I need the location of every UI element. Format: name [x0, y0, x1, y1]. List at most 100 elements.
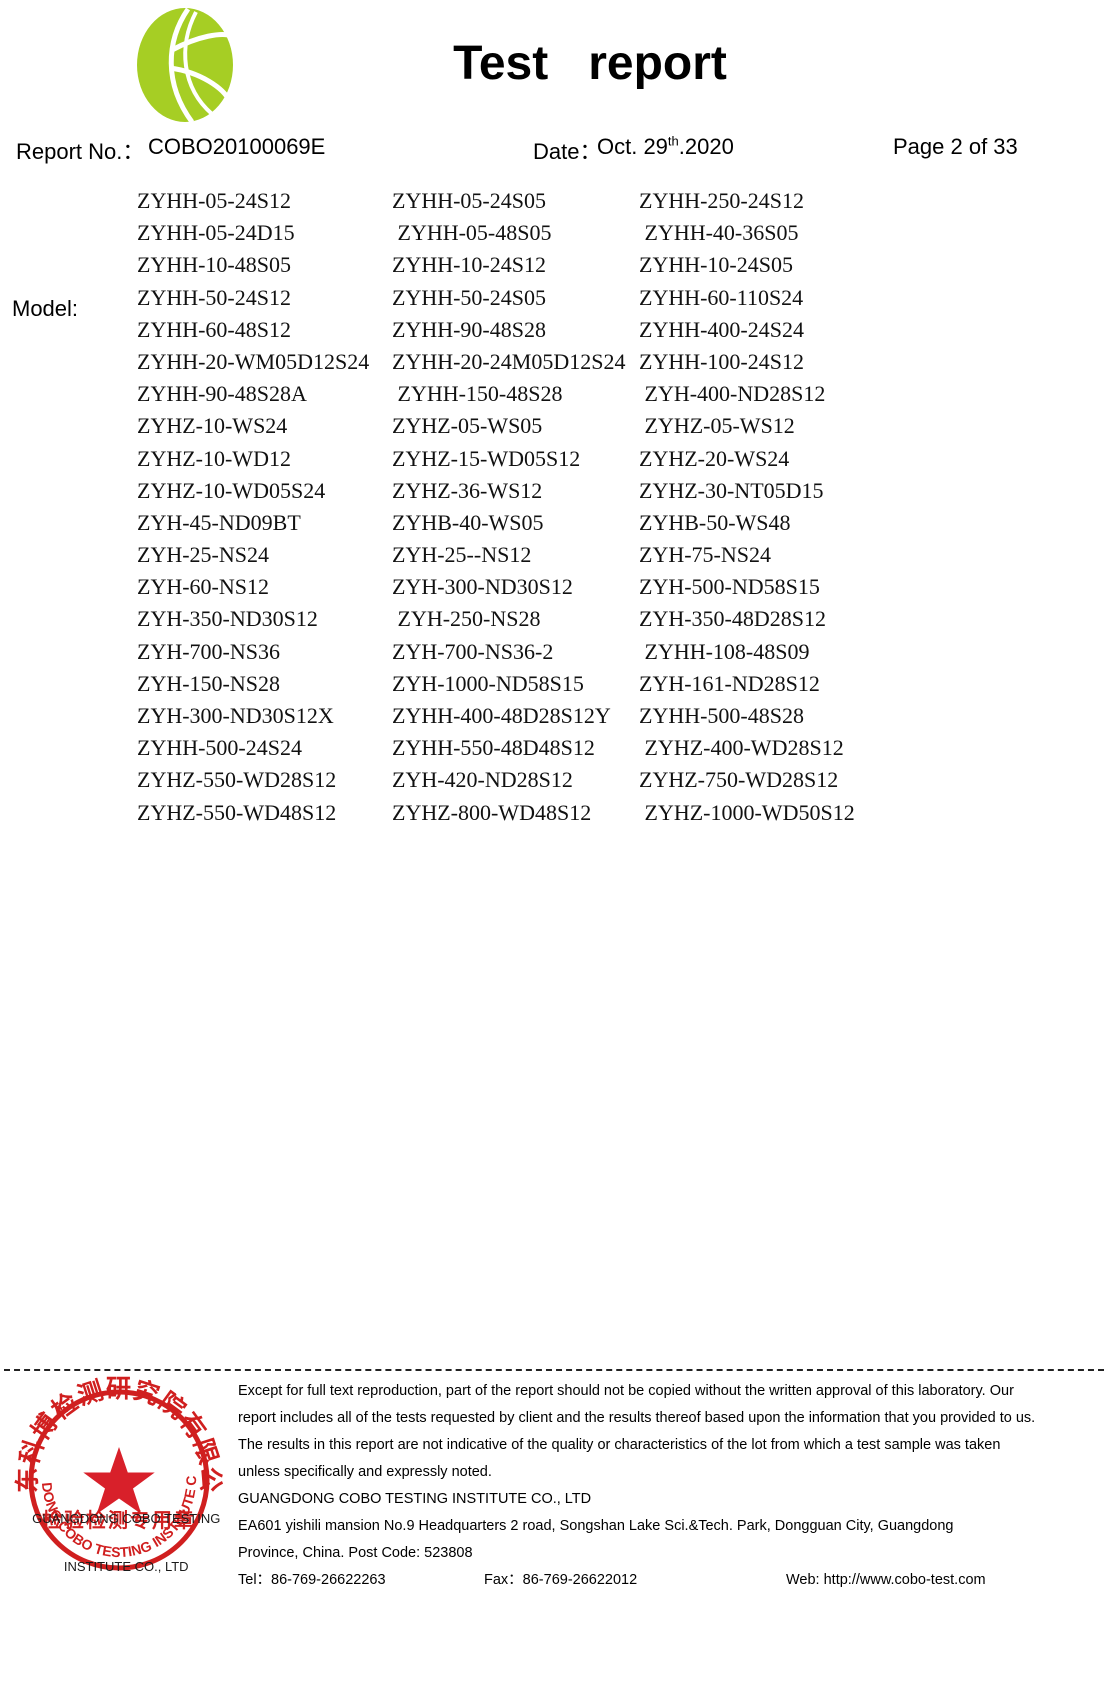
model-code: ZYHH-50-24S12 — [137, 284, 291, 310]
model-row: ZYH-25-NS24 ZYH-25--NS12 ZYH-75-NS24 — [0, 540, 1116, 572]
model-code: ZYHH-10-24S12 — [392, 252, 546, 278]
page-title: Test report — [453, 37, 727, 90]
date-year: .2020 — [678, 134, 734, 159]
model-code: ZYH-1000-ND58S15 — [392, 670, 584, 696]
model-code: ZYH-161-ND28S12 — [639, 670, 820, 696]
footer-address-line: EA601 yishili mansion No.9 Headquarters … — [238, 1518, 954, 1534]
footer-divider — [4, 1369, 1104, 1371]
disclaimer-line: unless specifically and expressly noted. — [238, 1464, 492, 1480]
model-code: ZYHZ-10-WD05S24 — [137, 477, 326, 503]
model-code: ZYHH-05-24D15 — [137, 220, 295, 246]
date-value: Oct. 29th.2020 — [597, 134, 734, 160]
model-code: ZYHZ-10-WS24 — [137, 413, 288, 439]
date-month-day: Oct. 29 — [597, 134, 668, 159]
footer-fax: Fax：86-769-26622012 — [484, 1572, 638, 1588]
model-code: ZYHZ-36-WS12 — [392, 477, 543, 503]
disclaimer-line: The results in this report are not indic… — [238, 1437, 1001, 1453]
model-row: ZYHZ-10-WS24 ZYHZ-05-WS05 ZYHZ-05-WS12 — [0, 411, 1116, 443]
model-code: ZYHH-500-48S28 — [639, 703, 804, 728]
model-code: ZYHZ-400-WD28S12 — [639, 735, 844, 761]
model-row: ZYHH-05-24D15 ZYHH-05-48S05 ZYHH-40-36S0… — [0, 218, 1116, 250]
model-code: ZYH-250-NS28 — [392, 606, 541, 632]
model-code: ZYHH-400-24S24 — [639, 316, 804, 342]
model-code: ZYH-700-NS36 — [137, 638, 280, 664]
model-code: ZYHH-50-24S05 — [392, 284, 546, 310]
model-code: ZYHH-90-48S28A — [137, 381, 307, 407]
official-red-seal-icon: 广东科博检测研究院有限公司 GUANGDONG COBO TESTING INS… — [14, 1375, 224, 1585]
svg-text:检验检测专用章: 检验检测专用章 — [42, 1508, 196, 1532]
model-code: ZYHZ-10-WD12 — [137, 445, 291, 471]
model-code: ZYHH-60-110S24 — [639, 284, 804, 310]
model-row: ZYHH-50-24S12 ZYHH-50-24S05 ZYHH-60-110S24 — [0, 283, 1116, 315]
model-code: ZYHZ-750-WD28S12 — [639, 767, 839, 793]
report-no-value: COBO20100069E — [148, 134, 326, 159]
footer-text-block: Except for full text reproduction, part … — [238, 1378, 1100, 1594]
model-row: ZYHH-10-48S05 ZYHH-10-24S12 ZYHH-10-24S05 — [0, 250, 1116, 282]
model-row: ZYHH-20-WM05D12S24 ZYHH-20-24M05D12S24 ZYH… — [0, 347, 1116, 379]
model-code: ZYHZ-20-WS24 — [639, 445, 790, 471]
model-code: ZYHH-10-24S05 — [639, 252, 793, 278]
model-code: ZYHH-108-48S09 — [639, 638, 810, 664]
model-row: ZYHH-60-48S12 ZYHH-90-48S28 ZYHH-400-24S24 — [0, 315, 1116, 347]
model-code: ZYHZ-15-WD05S12 — [392, 445, 581, 471]
model-code: ZYH-300-ND30S12 — [392, 574, 573, 600]
model-code: ZYH-300-ND30S12X — [137, 703, 334, 728]
model-list-grid: ZYHH-05-24S12 ZYHH-05-24S05 ZYHH-250-24S12… — [0, 186, 1116, 830]
model-row: ZYH-350-ND30S12 ZYH-250-NS28 ZYH-350-48D2… — [0, 604, 1116, 636]
model-code: ZYHH-10-48S05 — [137, 252, 291, 278]
model-code: ZYHH-05-24S12 — [137, 188, 291, 213]
model-label: Model: — [12, 296, 79, 321]
model-code: ZYH-350-ND30S12 — [137, 606, 318, 632]
report-no-label: Report No.： — [16, 139, 145, 164]
model-code: ZYHH-05-24S05 — [392, 188, 546, 213]
model-code: ZYH-400-ND28S12 — [639, 381, 826, 407]
model-row: ZYHH-500-24S24 ZYHH-550-48D48S12 ZYHZ-400… — [0, 733, 1116, 765]
date-label: Date： — [533, 139, 602, 164]
model-code: ZYH-420-ND28S12 — [392, 767, 573, 793]
model-row: ZYH-700-NS36 ZYH-700-NS36-2 ZYHH-108-48S0… — [0, 637, 1116, 669]
model-code: ZYHZ-05-WS12 — [639, 413, 795, 439]
stamp-english-overlay: GUANGDONG COBO TESTING INSTITUTE CO., LT… — [14, 1483, 224, 1603]
model-code: ZYHZ-1000-WD50S12 — [639, 799, 855, 825]
footer-web-link[interactable]: Web: http://www.cobo-test.com — [786, 1572, 986, 1588]
cobo-leaf-logo-icon — [126, 6, 244, 124]
model-code: ZYHH-20-WM05D12S24 — [137, 348, 370, 374]
model-code: ZYHH-250-24S12 — [639, 188, 804, 213]
model-row: ZYH-45-ND09BT ZYHB-40-WS05 ZYHB-50-WS48 — [0, 508, 1116, 540]
model-code: ZYHH-60-48S12 — [137, 316, 291, 342]
model-row: ZYH-60-NS12 ZYH-300-ND30S12 ZYH-500-ND58S1… — [0, 572, 1116, 604]
footer-tel: Tel：86-769-26622263 — [238, 1572, 386, 1588]
report-meta-row: Report No.： COBO20100069E Date： Oct. 29t… — [0, 134, 1116, 172]
footer-contact-row: Tel：86-769-26622263 Fax：86-769-26622012 … — [238, 1567, 1100, 1594]
model-code: ZYHB-40-WS05 — [392, 509, 544, 535]
model-code: ZYH-60-NS12 — [137, 574, 269, 600]
model-code: ZYH-45-ND09BT — [137, 509, 301, 535]
model-code: ZYHZ-800-WD48S12 — [392, 799, 592, 825]
model-row: ZYHH-90-48S28A ZYHH-150-48S28 ZYH-400-ND… — [0, 379, 1116, 411]
model-row: ZYHH-05-24S12 ZYHH-05-24S05 ZYHH-250-24S12 — [0, 186, 1116, 218]
model-row: ZYHZ-550-WD48S12 ZYHZ-800-WD48S12 ZYHZ-10… — [0, 798, 1116, 830]
model-code: ZYHZ-30-NT05D15 — [639, 477, 824, 503]
model-code: ZYH-500-ND58S15 — [639, 574, 820, 600]
footer-address-line: Province, China. Post Code: 523808 — [238, 1545, 473, 1561]
model-code: ZYHZ-550-WD28S12 — [137, 767, 337, 793]
model-code: ZYHH-20-24M05D12S24 — [392, 348, 626, 374]
model-code: ZYHH-90-48S28 — [392, 316, 546, 342]
model-code: ZYHH-400-48D28S12Y — [392, 703, 611, 728]
page-indicator: Page 2 of 33 — [893, 134, 1018, 159]
model-code: ZYH-700-NS36-2 — [392, 638, 554, 664]
model-code: ZYH-25-NS24 — [137, 542, 269, 568]
model-row: ZYH-150-NS28 ZYH-1000-ND58S15 ZYH-161-ND28… — [0, 669, 1116, 701]
model-row: ZYHZ-550-WD28S12 ZYH-420-ND28S12 ZYHZ-750-… — [0, 765, 1116, 797]
model-code: ZYH-75-NS24 — [639, 542, 771, 568]
model-row: ZYH-300-ND30S12X ZYHH-400-48D28S12Y ZYHH-5… — [0, 701, 1116, 733]
model-code: ZYHH-550-48D48S12 — [392, 735, 595, 761]
model-row: ZYHZ-10-WD05S24 ZYHZ-36-WS12 ZYHZ-30-NT05D… — [0, 476, 1116, 508]
model-code: ZYHH-100-24S12 — [639, 348, 804, 374]
model-code: ZYHH-150-48S28 — [392, 381, 563, 407]
date-ordinal-suffix: th — [667, 133, 679, 149]
model-row: ZYHZ-10-WD12 ZYHZ-15-WD05S12 ZYHZ-20-WS24 — [0, 444, 1116, 476]
model-code: ZYH-150-NS28 — [137, 670, 280, 696]
page-header: Test report — [0, 0, 1116, 130]
footer-company-name: GUANGDONG COBO TESTING INSTITUTE CO., LT… — [238, 1491, 592, 1507]
